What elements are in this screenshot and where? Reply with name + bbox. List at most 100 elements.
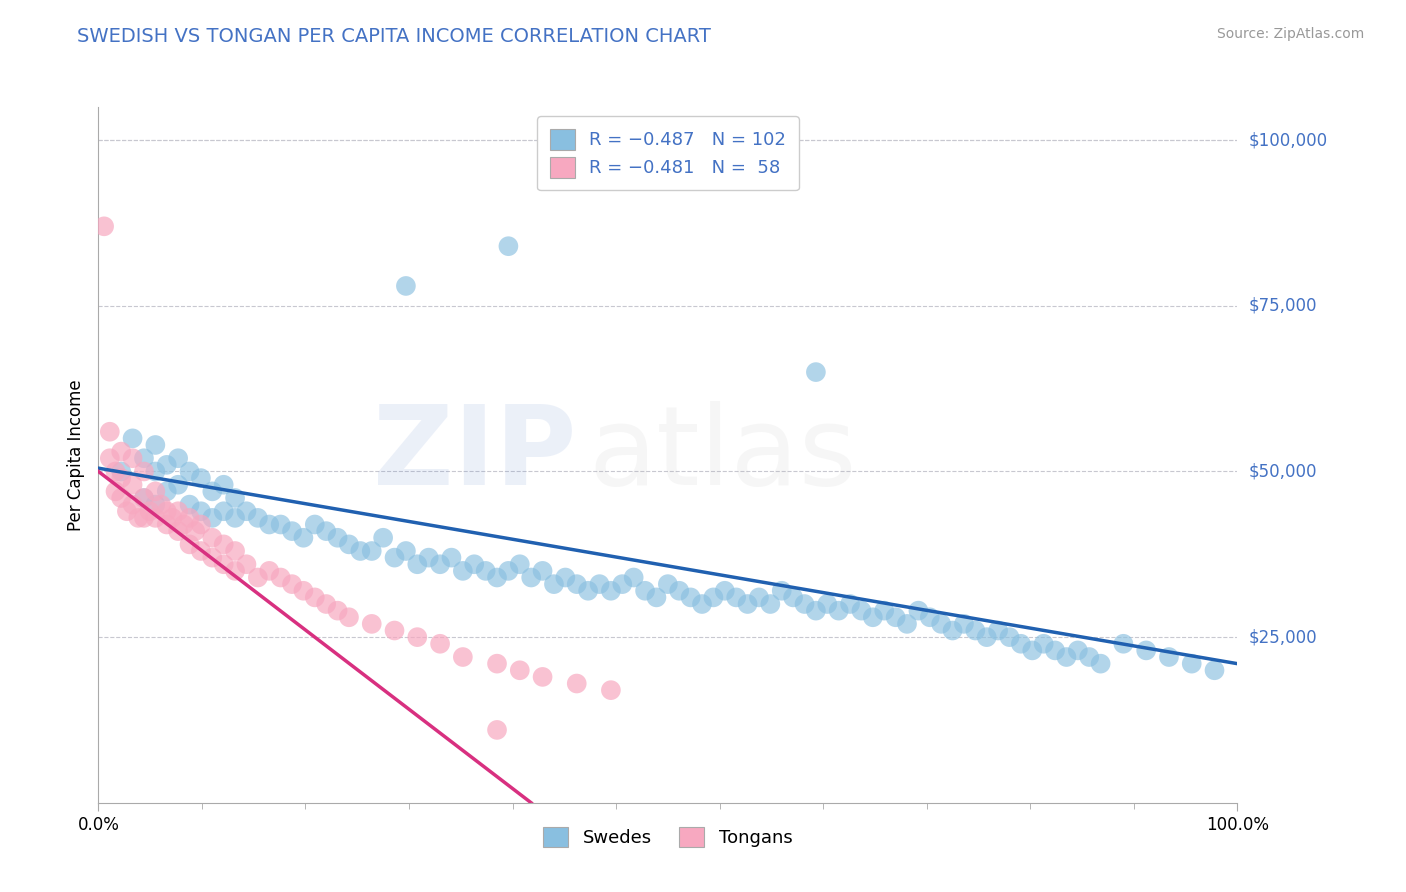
Point bbox=[429, 558, 451, 572]
Point bbox=[132, 465, 155, 479]
Point bbox=[953, 616, 976, 631]
Point bbox=[132, 451, 155, 466]
Point bbox=[395, 544, 418, 558]
Point bbox=[509, 663, 531, 677]
Point bbox=[1054, 650, 1078, 665]
Point bbox=[770, 583, 793, 598]
Point bbox=[565, 577, 588, 591]
Point bbox=[179, 511, 201, 525]
Point bbox=[115, 504, 138, 518]
Point bbox=[1181, 657, 1204, 671]
Point bbox=[190, 517, 212, 532]
Point bbox=[110, 444, 132, 458]
Legend: Swedes, Tongans: Swedes, Tongans bbox=[534, 817, 801, 856]
Point bbox=[600, 683, 623, 698]
Point bbox=[998, 630, 1021, 644]
Point bbox=[224, 491, 246, 505]
Point bbox=[110, 465, 132, 479]
Point bbox=[463, 558, 485, 572]
Point bbox=[498, 564, 520, 578]
Point bbox=[1112, 637, 1135, 651]
Point bbox=[179, 465, 201, 479]
Point bbox=[862, 610, 884, 624]
Point bbox=[1032, 637, 1054, 651]
Point bbox=[145, 511, 167, 525]
Point bbox=[1135, 643, 1157, 657]
Point bbox=[162, 511, 184, 525]
Point bbox=[498, 239, 520, 253]
Point bbox=[246, 511, 269, 525]
Point bbox=[201, 531, 224, 545]
Point bbox=[190, 504, 212, 518]
Point bbox=[110, 491, 132, 505]
Point bbox=[326, 531, 349, 545]
Point bbox=[1204, 663, 1226, 677]
Point bbox=[759, 597, 782, 611]
Point bbox=[98, 425, 121, 439]
Point bbox=[121, 431, 143, 445]
Point bbox=[406, 630, 429, 644]
Point bbox=[531, 564, 554, 578]
Point bbox=[259, 517, 281, 532]
Point bbox=[1067, 643, 1090, 657]
Point bbox=[150, 498, 173, 512]
Point bbox=[440, 550, 463, 565]
Point bbox=[145, 438, 167, 452]
Point bbox=[127, 511, 149, 525]
Point bbox=[132, 511, 155, 525]
Point bbox=[360, 544, 382, 558]
Point bbox=[474, 564, 496, 578]
Text: $100,000: $100,000 bbox=[1249, 131, 1327, 149]
Point bbox=[668, 583, 690, 598]
Point bbox=[292, 583, 315, 598]
Point bbox=[371, 531, 394, 545]
Text: SWEDISH VS TONGAN PER CAPITA INCOME CORRELATION CHART: SWEDISH VS TONGAN PER CAPITA INCOME CORR… bbox=[77, 27, 711, 45]
Point bbox=[156, 504, 179, 518]
Point bbox=[156, 484, 179, 499]
Point bbox=[531, 670, 554, 684]
Point bbox=[509, 558, 531, 572]
Text: Source: ZipAtlas.com: Source: ZipAtlas.com bbox=[1216, 27, 1364, 41]
Point bbox=[657, 577, 679, 591]
Point bbox=[554, 570, 576, 584]
Point bbox=[451, 564, 474, 578]
Point bbox=[896, 616, 918, 631]
Point bbox=[406, 558, 429, 572]
Point bbox=[235, 504, 257, 518]
Point bbox=[645, 591, 668, 605]
Point bbox=[748, 591, 770, 605]
Point bbox=[138, 504, 160, 518]
Point bbox=[543, 577, 565, 591]
Point bbox=[395, 279, 418, 293]
Point bbox=[828, 604, 851, 618]
Point bbox=[212, 537, 235, 551]
Text: $75,000: $75,000 bbox=[1249, 297, 1317, 315]
Point bbox=[1021, 643, 1043, 657]
Point bbox=[987, 624, 1010, 638]
Point bbox=[918, 610, 941, 624]
Point bbox=[179, 498, 201, 512]
Point bbox=[132, 491, 155, 505]
Point bbox=[429, 637, 451, 651]
Point bbox=[600, 583, 623, 598]
Point bbox=[782, 591, 804, 605]
Point bbox=[384, 624, 406, 638]
Point bbox=[121, 477, 143, 491]
Point bbox=[418, 550, 440, 565]
Point bbox=[1090, 657, 1112, 671]
Point bbox=[815, 597, 838, 611]
Point bbox=[929, 616, 952, 631]
Point bbox=[976, 630, 998, 644]
Point bbox=[1010, 637, 1032, 651]
Point bbox=[965, 624, 987, 638]
Point bbox=[679, 591, 702, 605]
Point bbox=[156, 458, 179, 472]
Point bbox=[714, 583, 737, 598]
Point bbox=[270, 570, 292, 584]
Point bbox=[173, 517, 195, 532]
Point bbox=[104, 484, 127, 499]
Point bbox=[851, 604, 873, 618]
Point bbox=[145, 484, 167, 499]
Point bbox=[98, 451, 121, 466]
Point bbox=[292, 531, 315, 545]
